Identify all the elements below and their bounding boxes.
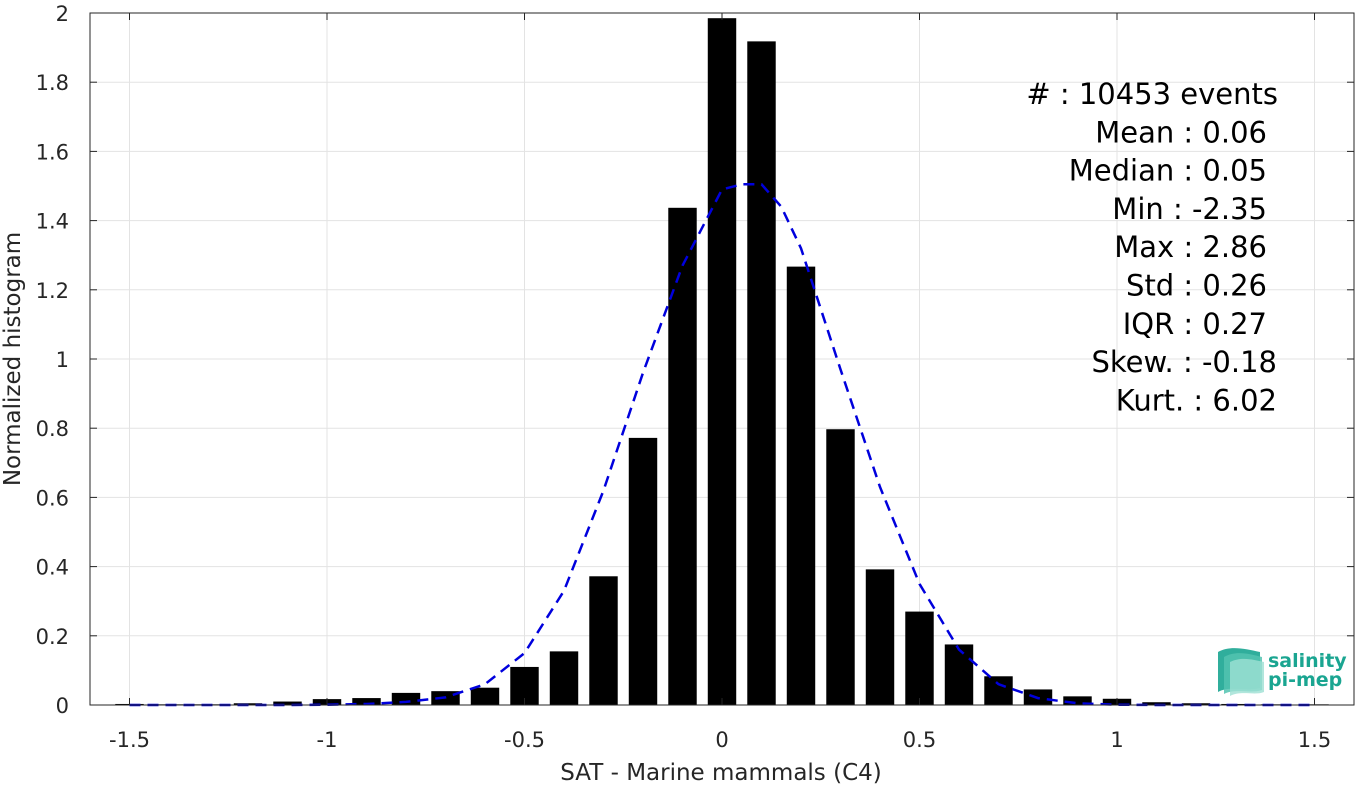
histogram-bar (984, 676, 1013, 705)
y-tick-label: 0.8 (36, 417, 69, 441)
stat-line: Skew. : -0.18 (1091, 345, 1277, 379)
histogram-bar (865, 569, 895, 705)
x-axis-ticks: -1.5 -1 -0.5 0 0.5 1 1.5 (109, 13, 1331, 752)
histogram-bar (944, 644, 974, 705)
stat-line: # : 10453 events (1026, 77, 1278, 111)
stats-annotation: # : 10453 events Mean : 0.06 Median : 0.05… (1026, 77, 1278, 417)
x-tick-label: -1.5 (109, 728, 150, 752)
histogram-bar (549, 651, 579, 705)
x-tick-label: 1 (1110, 728, 1123, 752)
x-tick-label: 0.5 (903, 728, 936, 752)
histogram-bar (707, 18, 737, 705)
x-axis-label: SAT - Marine mammals (C4) (560, 760, 882, 785)
histogram-bar (589, 576, 618, 705)
x-tick-label: -1 (317, 728, 338, 752)
histogram-bar (1142, 702, 1171, 705)
fit-curve-line (129, 183, 1315, 707)
histogram-bar (668, 207, 697, 705)
x-tick-label: -0.5 (504, 728, 545, 752)
stat-line: Median : 0.05 (1069, 154, 1267, 188)
salinity-pi-mep-logo: salinity pi-mep (1218, 648, 1347, 696)
histogram-bar (352, 698, 381, 705)
x-tick-label: 1.5 (1298, 728, 1331, 752)
logo-text-salinity: salinity (1268, 650, 1347, 672)
stat-line: Mean : 0.06 (1095, 115, 1267, 149)
stat-line: Std : 0.26 (1126, 269, 1267, 303)
y-tick-label: 0.4 (36, 556, 69, 580)
x-tick-label: 0 (715, 728, 728, 752)
stat-line: Max : 2.86 (1114, 230, 1267, 264)
wave-logo-icon (1218, 648, 1264, 696)
y-axis-ticks: 0 0.2 0.4 0.6 0.8 1 1.2 1.4 1.6 1.8 2 (36, 2, 1354, 718)
y-tick-label: 1.6 (36, 140, 69, 164)
stat-line: IQR : 0.27 (1123, 307, 1267, 341)
y-tick-label: 1 (56, 348, 69, 372)
y-tick-label: 0.6 (36, 486, 69, 510)
y-tick-label: 0.2 (36, 625, 69, 649)
histogram-bar (905, 611, 934, 705)
histogram-bars (115, 18, 1329, 705)
histogram-bar (747, 41, 776, 705)
histogram-bar (470, 687, 500, 705)
y-tick-label: 1.4 (36, 210, 69, 234)
histogram-bar (1063, 696, 1092, 705)
histogram-bar (391, 692, 421, 705)
logo-text-pi-mep: pi-mep (1268, 669, 1342, 691)
stat-line: Kurt. : 6.02 (1116, 383, 1277, 417)
y-axis-label: Normalized histogram (0, 232, 26, 486)
y-tick-label: 1.2 (36, 279, 69, 303)
stat-line: Min : -2.35 (1112, 192, 1267, 226)
y-tick-label: 0 (56, 694, 69, 718)
histogram-bar (273, 701, 302, 705)
y-tick-label: 2 (56, 2, 69, 26)
histogram-bar (628, 437, 658, 705)
y-tick-label: 1.8 (36, 71, 69, 95)
histogram-bar (826, 429, 855, 705)
histogram-bar (786, 266, 816, 705)
